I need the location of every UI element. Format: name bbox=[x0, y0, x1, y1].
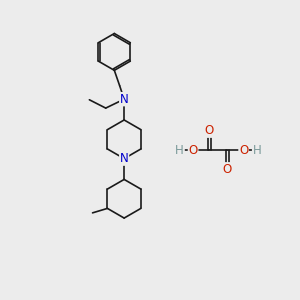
Text: H: H bbox=[253, 143, 261, 157]
Text: O: O bbox=[188, 143, 198, 157]
Text: O: O bbox=[205, 124, 214, 137]
Text: O: O bbox=[223, 163, 232, 176]
Text: N: N bbox=[120, 93, 128, 106]
Text: N: N bbox=[120, 152, 128, 165]
Text: O: O bbox=[239, 143, 248, 157]
Text: H: H bbox=[175, 143, 184, 157]
